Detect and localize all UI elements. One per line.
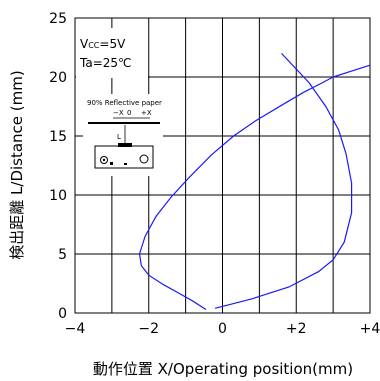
- detection-curves: [138, 52, 371, 311]
- x-tick-label: −4: [65, 321, 86, 337]
- series-line-2: [214, 52, 353, 309]
- vcc-label: VCC=5V: [80, 37, 126, 51]
- y-tick-label: 0: [58, 306, 67, 322]
- inset-l-label: L: [117, 133, 121, 141]
- x-tick-label: +4: [360, 321, 380, 337]
- tick-labels: −4 −2 0 +2 +4 0 5 10 15 20 25: [49, 11, 380, 337]
- inset-detector: [139, 154, 149, 164]
- x-tick-label: 0: [218, 321, 227, 337]
- inset-title: 90% Reflective paper: [87, 99, 162, 107]
- y-axis-label: 検出距離 L/Distance (mm): [8, 70, 26, 259]
- series-line-3: [332, 64, 371, 78]
- series-line-1: [138, 76, 334, 311]
- conditions-annotation: VCC=5V Ta=25℃: [76, 28, 148, 78]
- conditions-box: [76, 28, 148, 78]
- x-axis-label: 動作位置 X/Operating position(mm): [93, 360, 353, 378]
- measurement-inset: 90% Reflective paper −X 0 +X L: [83, 94, 163, 176]
- ta-label: Ta=25℃: [79, 56, 132, 70]
- inset-minus-x: −X: [113, 109, 124, 117]
- y-tick-label: 25: [49, 11, 67, 27]
- x-tick-label: −2: [138, 321, 159, 337]
- y-tick-label: 20: [49, 70, 67, 86]
- inset-pin-1: [110, 162, 113, 165]
- y-tick-label: 15: [49, 129, 67, 145]
- inset-zero: 0: [127, 109, 131, 117]
- inset-emitter-dot: [102, 158, 106, 162]
- inset-sensor-top: [118, 143, 132, 147]
- y-tick-label: 10: [49, 188, 67, 204]
- y-tick-label: 5: [58, 247, 67, 263]
- inset-emitter: [100, 156, 108, 164]
- inset-plus-x: +X: [141, 109, 152, 117]
- inset-pin-2: [124, 163, 127, 165]
- x-tick-label: +2: [286, 321, 307, 337]
